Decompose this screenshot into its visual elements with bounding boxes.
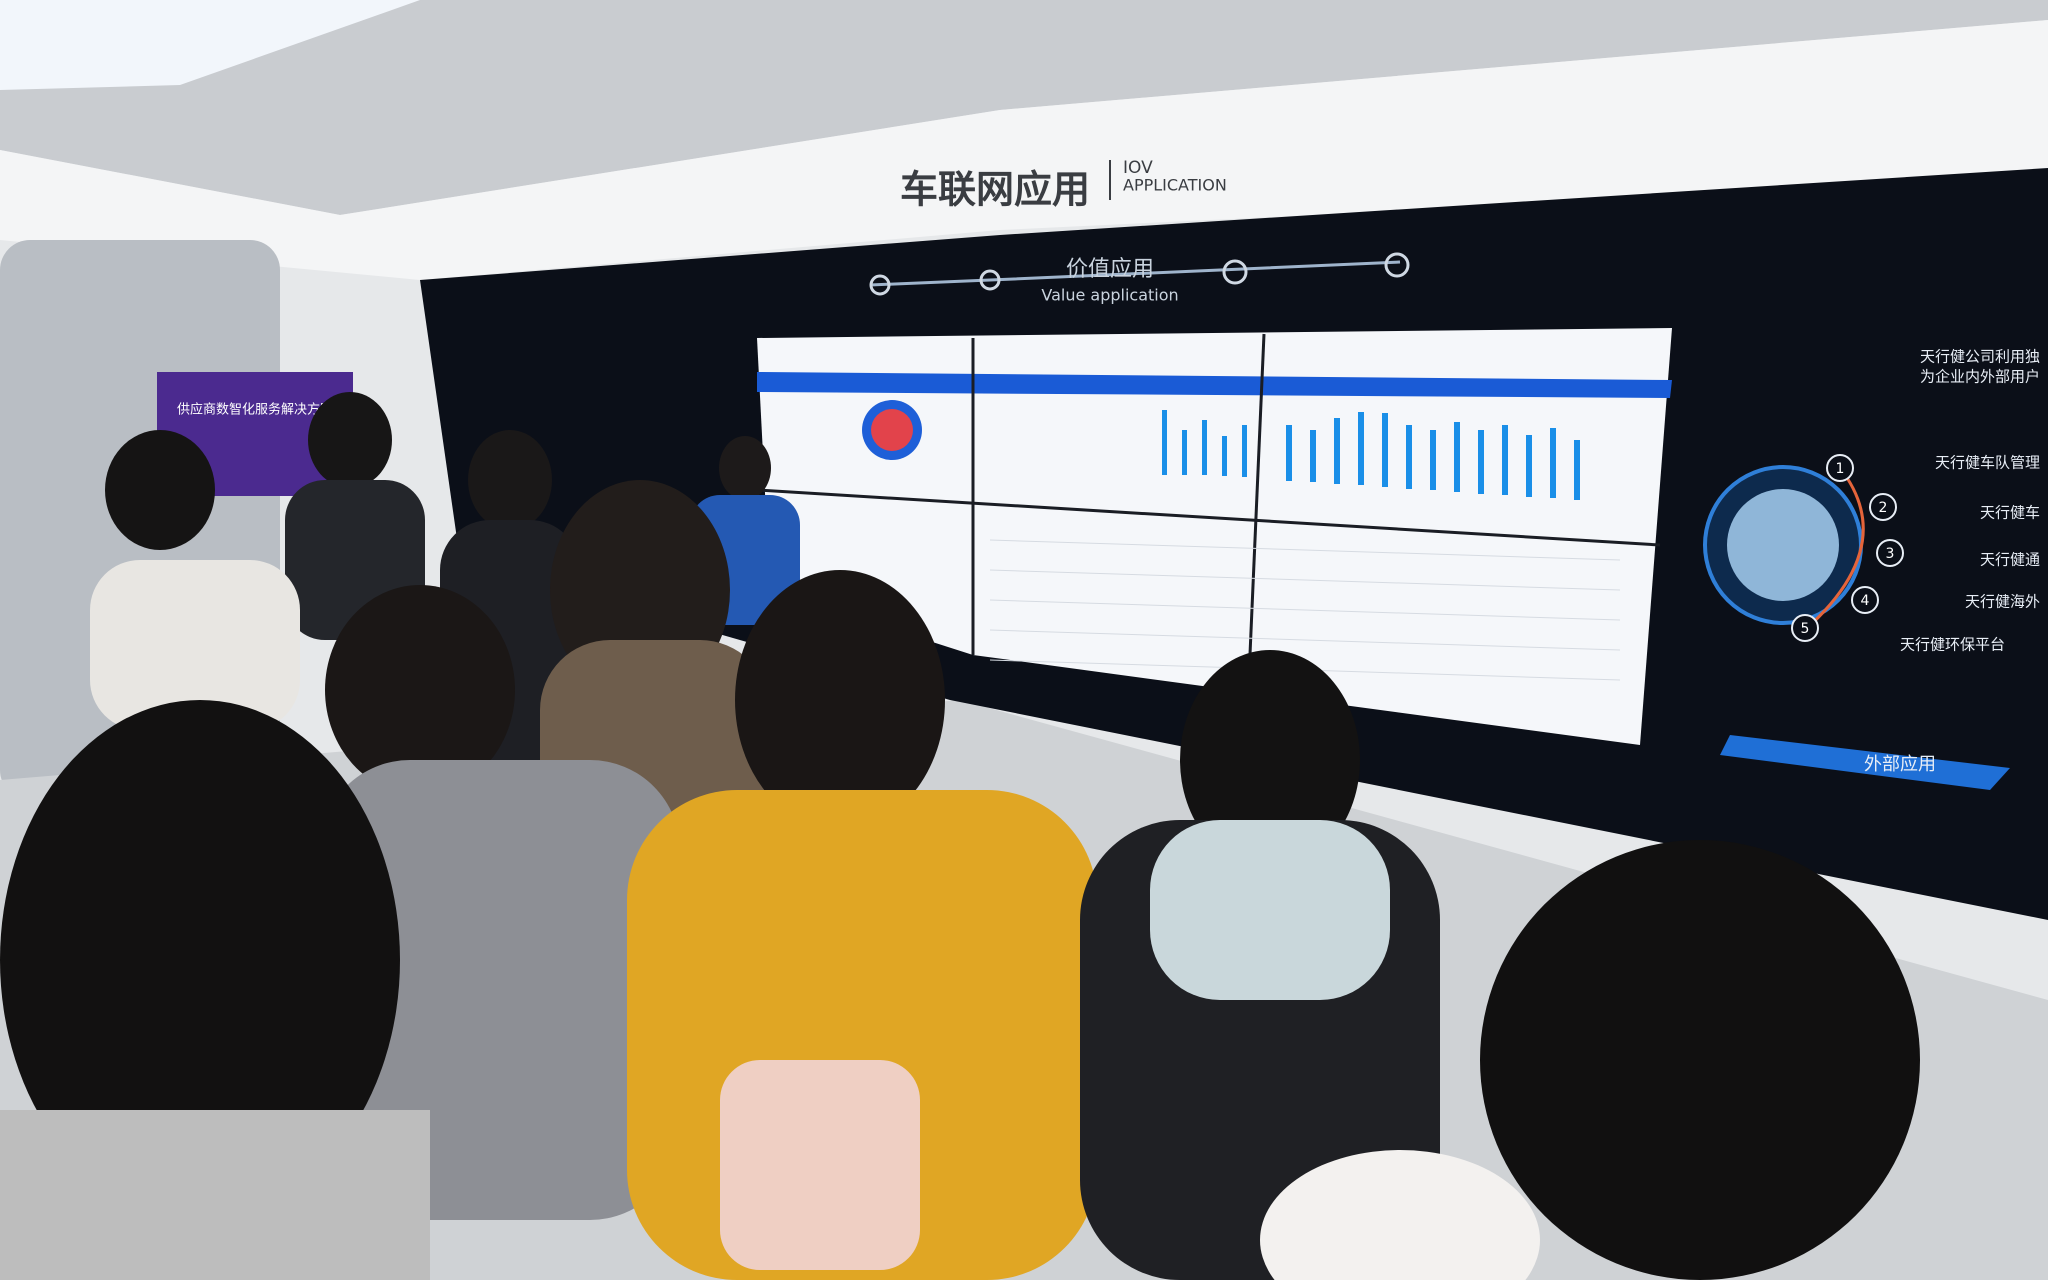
side-footer: 外部应用	[1864, 754, 1936, 775]
screen	[757, 328, 1672, 745]
side-intro: 为企业内外部用户	[1920, 368, 2040, 386]
item-label: 天行健车	[1980, 504, 2040, 522]
wall-heading: 价值应用	[1066, 257, 1154, 282]
screen-header	[757, 372, 1672, 398]
donut-center	[871, 409, 913, 451]
bezel	[756, 488, 1661, 547]
item-number: 3	[1886, 546, 1895, 562]
circuit-node	[869, 274, 891, 296]
item-badge	[1851, 586, 1879, 614]
footer-band	[1720, 735, 2010, 790]
screen-bars	[1162, 410, 1580, 500]
item-label: 天行健环保平台	[1900, 636, 2005, 654]
item-badge	[1791, 614, 1819, 642]
item-badge	[1826, 454, 1854, 482]
crowd	[0, 392, 1920, 1280]
item-list: 1 天行健车队管理 2 天行健车 3 天行健通 4 天行健海外 5 天行健环保平台	[1791, 454, 2040, 654]
circuit-node	[979, 269, 1001, 291]
wall	[0, 20, 2048, 280]
sign-en-bottom: APPLICATION	[1123, 176, 1227, 195]
sign-en-top: IOV	[1123, 158, 1153, 178]
ceiling-light	[0, 0, 420, 90]
item-label: 天行健海外	[1965, 593, 2040, 611]
poster-title: 供应商数智化服务解决方案	[177, 402, 333, 418]
item-number: 5	[1801, 621, 1810, 637]
item-label: 天行健通	[1980, 551, 2040, 569]
wall-subheading: Value application	[1041, 286, 1178, 305]
ceiling	[0, 0, 2048, 215]
item-arc	[1803, 467, 1865, 632]
circuit-node	[1384, 252, 1410, 278]
side-intro: 天行健公司利用独	[1920, 348, 2040, 366]
table-rows	[989, 539, 1621, 681]
item-badge	[1876, 539, 1904, 567]
item-label: 天行健车队管理	[1935, 454, 2040, 472]
item-number: 1	[1836, 461, 1845, 477]
item-badge	[1869, 493, 1897, 521]
sign-title: 车联网应用	[900, 168, 1090, 212]
item-number: 2	[1879, 500, 1888, 516]
circuit-line	[869, 260, 1401, 287]
truck-photo	[1727, 489, 1839, 601]
bezel	[1246, 333, 1266, 701]
circuit-node	[1222, 259, 1248, 285]
item-number: 4	[1861, 593, 1870, 609]
